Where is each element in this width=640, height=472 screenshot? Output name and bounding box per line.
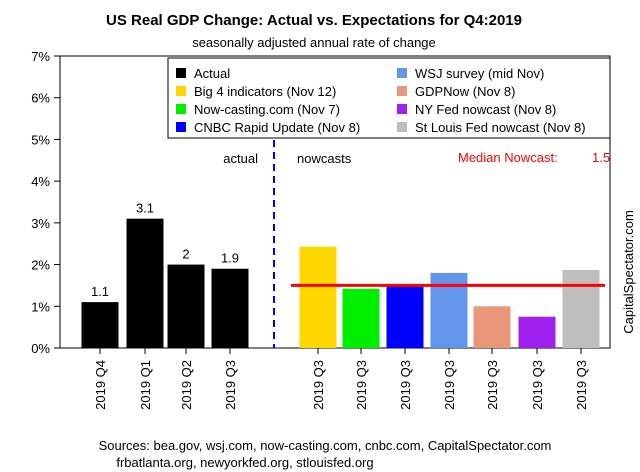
bars [81,218,600,348]
chart-title: US Real GDP Change: Actual vs. Expectati… [106,12,522,29]
y-tick-label: 1% [31,299,50,314]
legend-label: WSJ survey (mid Nov) [415,66,544,81]
median-nowcast-label: Median Nowcast: [458,150,558,165]
legend-label: CNBC Rapid Update (Nov 8) [194,120,360,135]
legend-swatch [176,122,186,132]
legend: Actual WSJ survey (mid Nov) Big 4 indicato… [176,66,586,135]
x-tick-label: 2019 Q3 [530,360,545,410]
legend-swatch [176,68,186,78]
x-tick-label: 2019 Q1 [138,360,153,410]
x-tick-label: 2019 Q3 [574,360,589,410]
median-nowcast-value: 1.5 [592,150,610,165]
y-tick-label: 7% [31,49,50,64]
y-tick-label: 2% [31,258,50,273]
section-label-actual: actual [223,151,258,166]
legend-swatch [397,86,407,96]
bar [518,316,556,348]
x-tick-label: 2019 Q3 [311,360,326,410]
bar [562,269,600,348]
legend-label: Big 4 indicators (Nov 12) [194,84,336,99]
bar [342,288,380,348]
x-tick-label: 2019 Q3 [223,360,238,410]
bar [126,218,164,348]
legend-swatch [176,86,186,96]
y-tick-label: 3% [31,216,50,231]
bar-labels: 1.1 3.1 2 1.9 [91,201,239,299]
bar [473,306,511,348]
data-label: 1.1 [91,284,109,299]
legend-label: St Louis Fed nowcast (Nov 8) [415,120,586,135]
sources-line-1: Sources: bea.gov, wsj.com, now-casting.c… [99,438,552,453]
x-tick-label: 2019 Q3 [442,360,457,410]
section-label-nowcasts: nowcasts [297,151,352,166]
y-tick-label: 0% [31,341,50,356]
bar [211,268,249,348]
bar [81,302,119,348]
sources-line-2: frbatlanta.org, newyorkfed.org, stlouisf… [116,455,373,470]
chart-subtitle: seasonally adjusted annual rate of chang… [192,35,436,50]
legend-label: Now-casting.com (Nov 7) [194,102,340,117]
x-axis: 2019 Q4 2019 Q1 2019 Q2 2019 Q3 2019 Q3 2019 … [93,348,589,410]
legend-swatch [397,68,407,78]
data-label: 1.9 [221,251,239,266]
data-label: 2 [182,247,189,262]
legend-label: Actual [194,66,230,81]
bar [299,246,337,348]
legend-swatch [397,104,407,114]
x-tick-label: 2019 Q3 [485,360,500,410]
y-tick-label: 4% [31,174,50,189]
legend-swatch [397,122,407,132]
legend-swatch [176,104,186,114]
x-tick-label: 2019 Q2 [179,360,194,410]
watermark: CapitalSpectator.com [621,210,636,334]
x-tick-label: 2019 Q4 [93,360,108,410]
legend-label: NY Fed nowcast (Nov 8) [415,102,556,117]
y-tick-label: 6% [31,91,50,106]
x-tick-label: 2019 Q3 [354,360,369,410]
bar [386,285,424,348]
legend-box [167,57,611,139]
bar [167,264,205,348]
data-label: 3.1 [136,201,154,216]
y-axis: 0% 1% 2% 3% 4% 5% 6% 7% [31,49,60,356]
legend-label: GDPNow (Nov 8) [415,84,515,99]
y-tick-label: 5% [31,132,50,147]
x-tick-label: 2019 Q3 [398,360,413,410]
